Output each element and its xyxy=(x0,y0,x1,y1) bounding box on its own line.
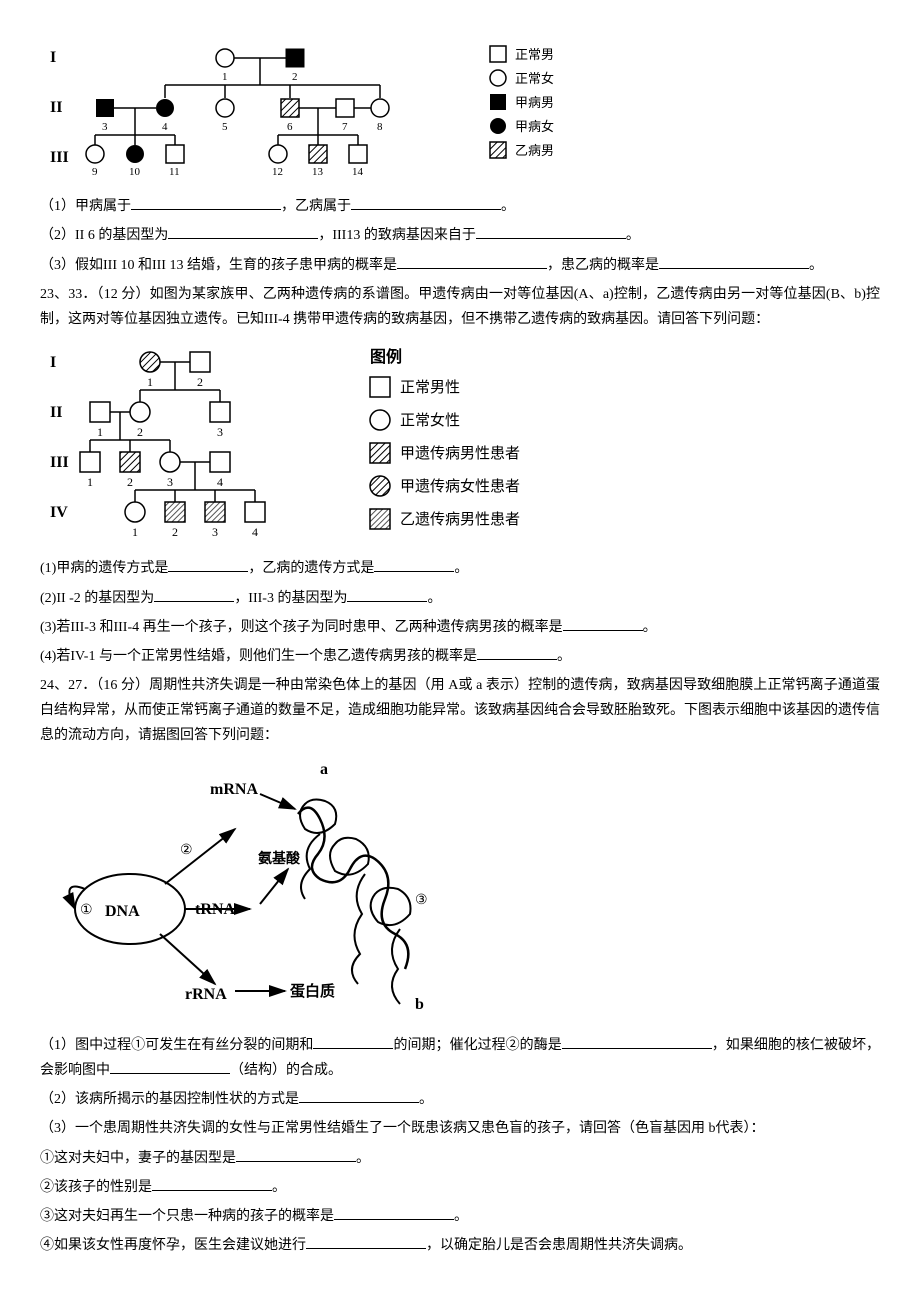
svg-text:1: 1 xyxy=(222,71,228,83)
svg-text:1: 1 xyxy=(97,425,103,439)
q23-sub1: (1)甲病的遗传方式是，乙病的遗传方式是。 xyxy=(40,556,880,581)
svg-text:2: 2 xyxy=(292,71,298,83)
gen-label: III xyxy=(50,149,69,166)
q23-header: 23、33．（12 分）如图为某家族甲、乙两种遗传病的系谱图。甲遗传病由一对等位… xyxy=(40,282,880,332)
svg-text:蛋白质: 蛋白质 xyxy=(290,982,335,1000)
legend-text: 正常男 xyxy=(515,47,554,62)
q23-sub3: (3)若III-3 和III-4 再生一个孩子，则这个孩子为同时患甲、乙两种遗传… xyxy=(40,615,880,640)
q24-sub3-4: ④如果该女性再度怀孕，医生会建议她进行，以确定胎儿是否会患周期性共济失调病。 xyxy=(40,1233,880,1258)
svg-text:乙遗传病男性患者: 乙遗传病男性患者 xyxy=(400,511,520,528)
svg-text:氨基酸: 氨基酸 xyxy=(258,850,301,867)
svg-text:2: 2 xyxy=(127,475,133,489)
svg-text:I: I xyxy=(50,354,56,371)
svg-text:10: 10 xyxy=(129,166,141,178)
svg-text:甲遗传病男性患者: 甲遗传病男性患者 xyxy=(400,445,520,462)
svg-text:7: 7 xyxy=(342,121,348,133)
q24-sub2: （2）该病所揭示的基因控制性状的方式是。 xyxy=(40,1087,880,1112)
svg-text:正常男性: 正常男性 xyxy=(400,379,460,396)
svg-text:II: II xyxy=(50,404,62,421)
q1-sub3: （3）假如III 10 和III 13 结婚，生育的孩子患甲病的概率是，患乙病的… xyxy=(40,253,880,278)
legend-text: 甲病男 xyxy=(515,95,554,110)
svg-text:3: 3 xyxy=(212,525,218,539)
svg-text:2: 2 xyxy=(172,525,178,539)
q24-sub3-1: ①这对夫妇中，妻子的基因型是。 xyxy=(40,1146,880,1171)
svg-text:13: 13 xyxy=(312,166,324,178)
svg-text:14: 14 xyxy=(352,166,364,178)
pedigree-1-diagram: I II III 1 2 3 4 5 6 7 8 9 10 11 12 13 1… xyxy=(40,40,880,189)
svg-text:11: 11 xyxy=(169,166,180,178)
svg-text:mRNA: mRNA xyxy=(210,781,258,798)
svg-text:2: 2 xyxy=(197,375,203,389)
svg-text:a: a xyxy=(320,761,328,778)
legend-title: 图例 xyxy=(370,347,402,366)
svg-text:6: 6 xyxy=(287,121,293,133)
svg-text:②: ② xyxy=(180,843,193,858)
svg-text:b: b xyxy=(415,996,424,1013)
svg-text:DNA: DNA xyxy=(105,903,140,920)
svg-text:1: 1 xyxy=(132,525,138,539)
pedigree-2-diagram: I II III IV 1 2 1 2 3 1 2 3 4 1 2 3 4 图例… xyxy=(40,342,880,551)
svg-text:2: 2 xyxy=(137,425,143,439)
svg-text:5: 5 xyxy=(222,121,228,133)
legend-text: 乙病男 xyxy=(515,143,554,158)
q24-sub1: （1）图中过程①可发生在有丝分裂的间期和的间期；催化过程②的酶是，如果细胞的核仁… xyxy=(40,1033,880,1083)
svg-text:4: 4 xyxy=(252,525,258,539)
svg-text:8: 8 xyxy=(377,121,383,133)
svg-text:3: 3 xyxy=(217,425,223,439)
q1-sub1: （1）甲病属于，乙病属于。 xyxy=(40,194,880,219)
svg-text:rRNA: rRNA xyxy=(185,986,227,1003)
q24-sub3-3: ③这对夫妇再生一个只患一种病的孩子的概率是。 xyxy=(40,1204,880,1229)
gen-label: II xyxy=(50,99,62,116)
svg-text:12: 12 xyxy=(272,166,283,178)
svg-text:tRNA: tRNA xyxy=(195,901,235,918)
svg-text:甲遗传病女性患者: 甲遗传病女性患者 xyxy=(400,477,520,495)
gen-label: I xyxy=(50,49,56,66)
svg-text:4: 4 xyxy=(217,475,223,489)
svg-text:IV: IV xyxy=(50,504,68,521)
svg-text:3: 3 xyxy=(102,121,108,133)
q24-header: 24、27．（16 分）周期性共济失调是一种由常染色体上的基因（用 A或 a 表… xyxy=(40,673,880,749)
svg-text:正常女性: 正常女性 xyxy=(400,411,460,429)
q24-sub3-2: ②该孩子的性别是。 xyxy=(40,1175,880,1200)
svg-text:①: ① xyxy=(80,903,93,918)
svg-text:③: ③ xyxy=(415,893,428,908)
svg-text:1: 1 xyxy=(87,475,93,489)
q23-sub2: (2)II -2 的基因型为，III-3 的基因型为。 xyxy=(40,586,880,611)
legend-text: 甲病女 xyxy=(515,119,554,134)
q24-sub3-intro: （3）一个患周期性共济失调的女性与正常男性结婚生了一个既患该病又患色盲的孩子，请… xyxy=(40,1116,880,1141)
svg-text:1: 1 xyxy=(147,375,153,389)
svg-text:III: III xyxy=(50,454,69,471)
q1-sub2: （2）II 6 的基因型为，III13 的致病基因来自于。 xyxy=(40,223,880,248)
q23-sub4: (4)若IV-1 与一个正常男性结婚，则他们生一个患乙遗传病男孩的概率是。 xyxy=(40,644,880,669)
svg-text:3: 3 xyxy=(167,475,173,489)
legend-text: 正常女 xyxy=(515,71,554,86)
svg-text:4: 4 xyxy=(162,121,168,133)
gene-flow-diagram: ① DNA ② mRNA tRNA rRNA 氨基酸 蛋白质 a ③ b xyxy=(40,759,880,1028)
svg-text:9: 9 xyxy=(92,166,98,178)
